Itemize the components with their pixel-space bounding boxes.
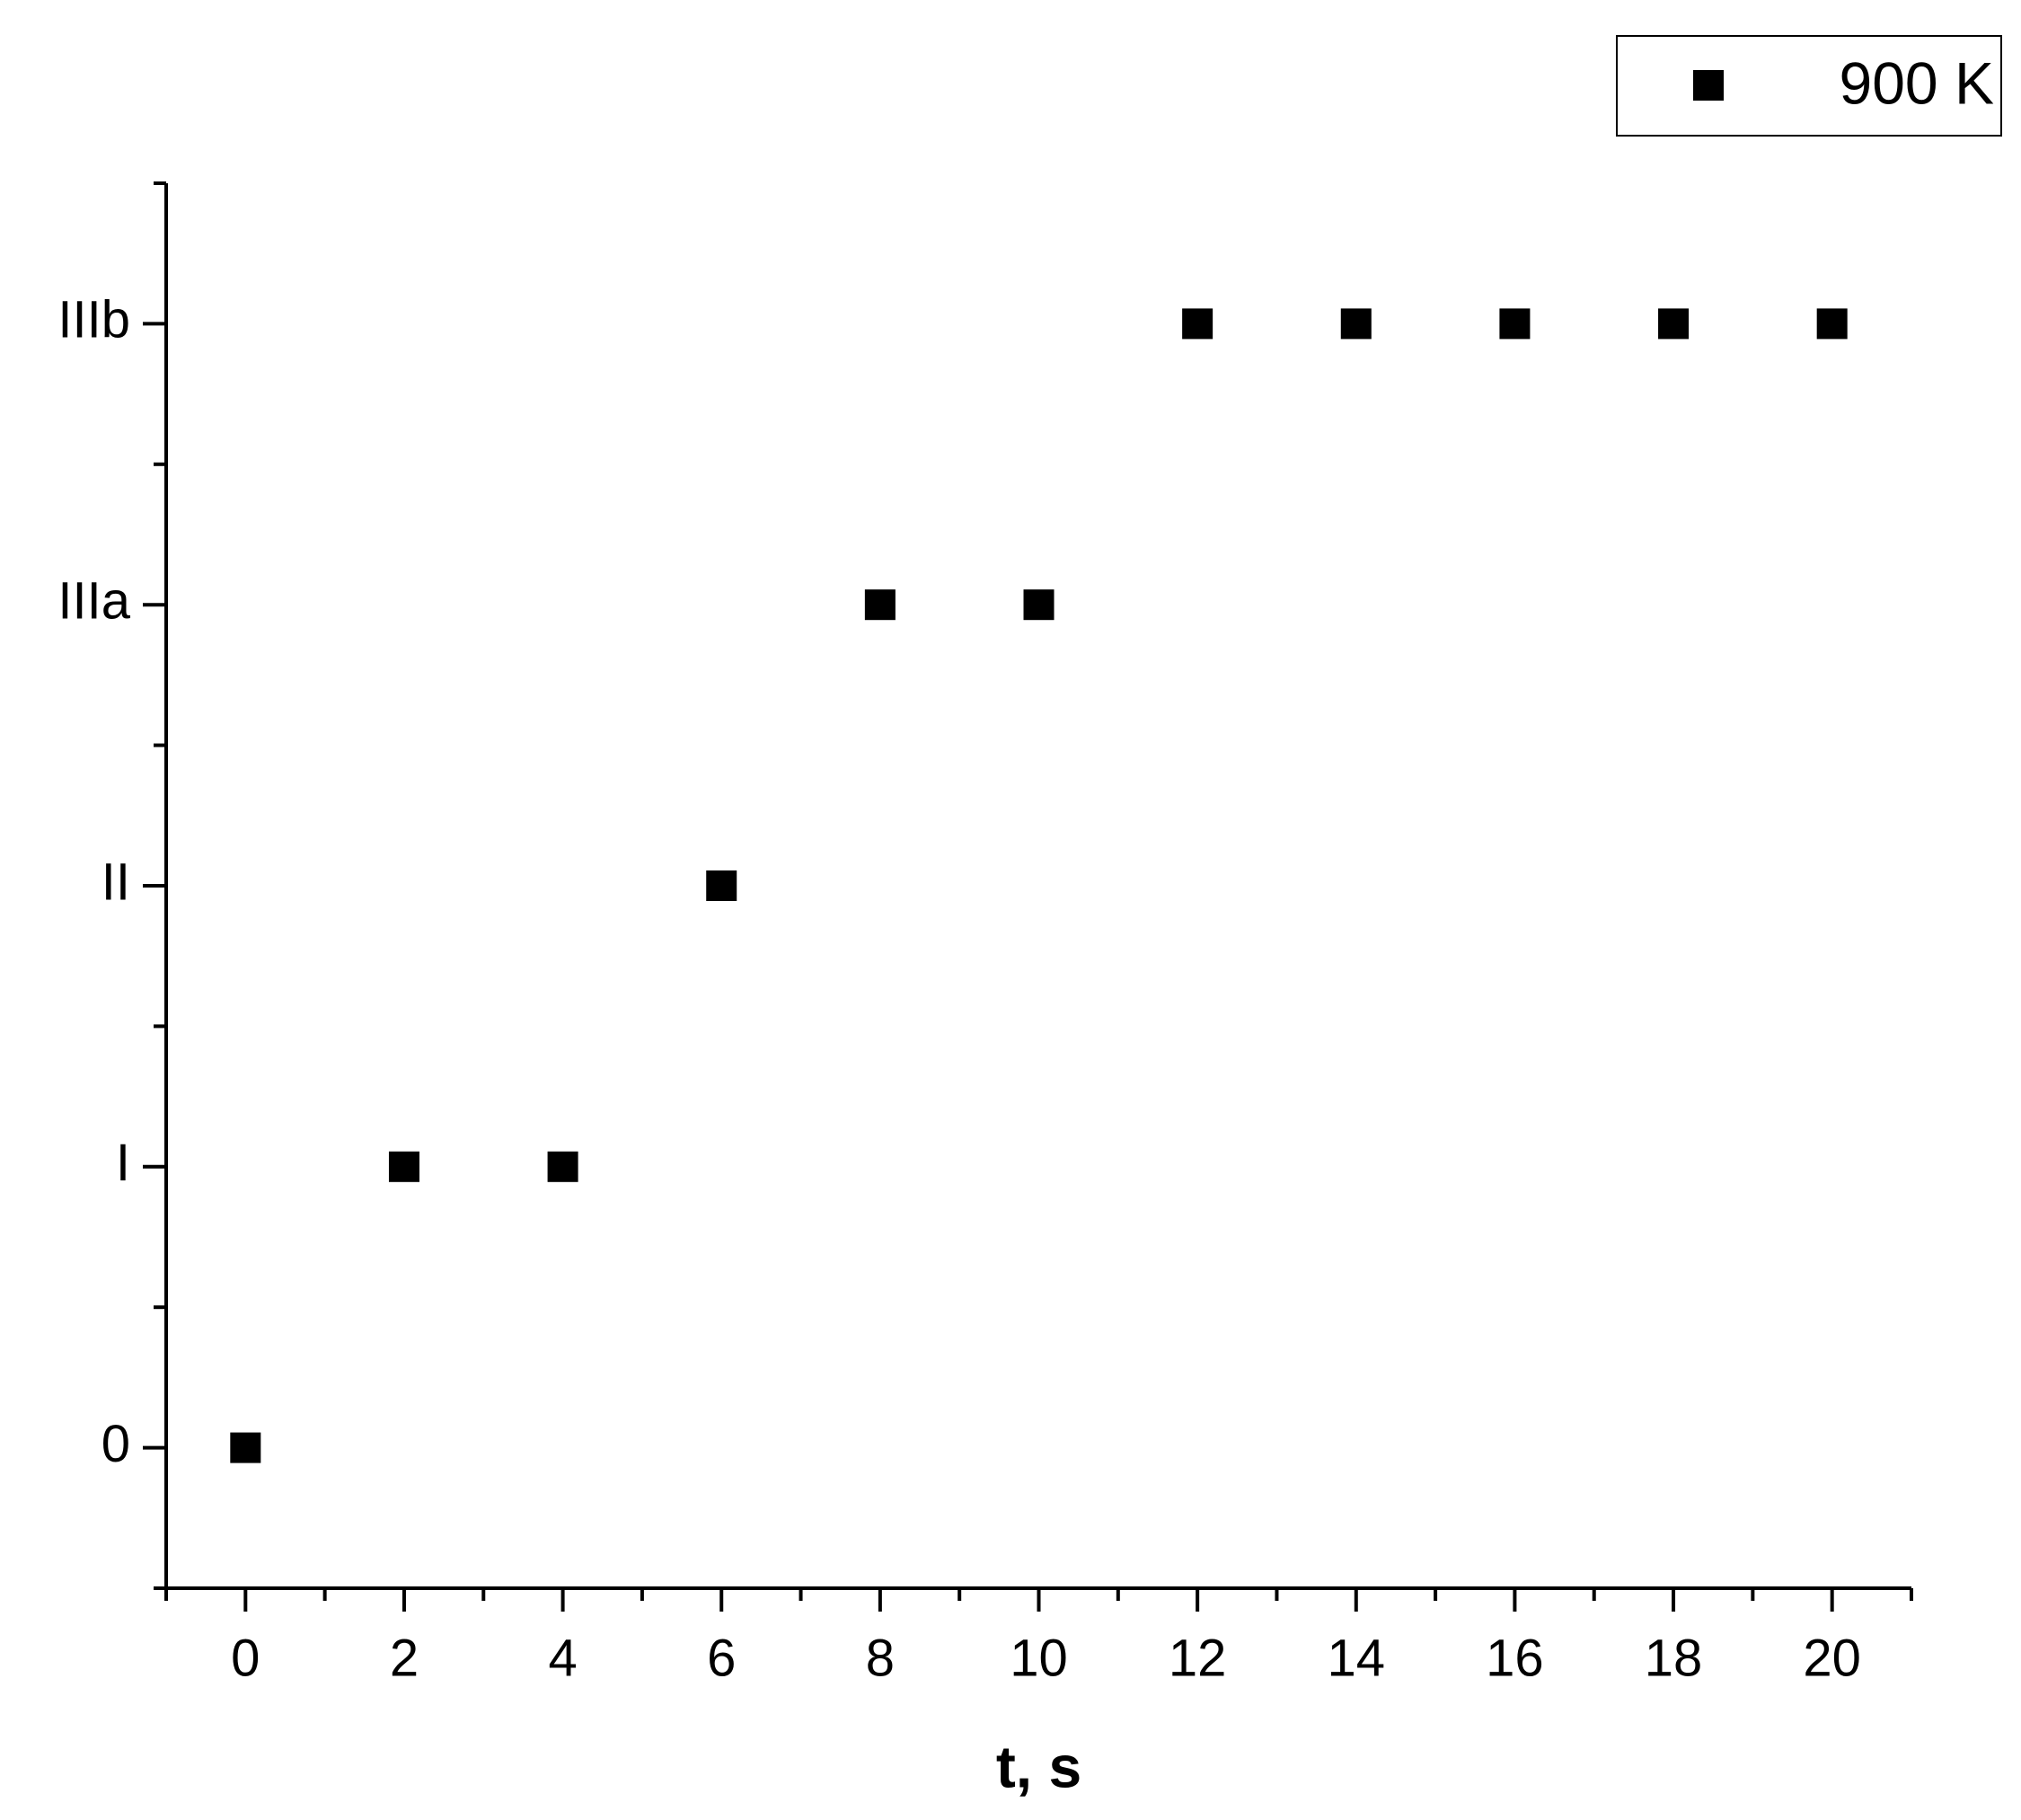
x-tick-label: 12 — [1169, 1629, 1227, 1687]
x-tick-label: 0 — [231, 1629, 260, 1687]
legend-label: 900 K — [1840, 49, 1994, 116]
point — [1499, 308, 1531, 340]
point — [1182, 308, 1213, 340]
y-tick-label: I — [116, 1134, 130, 1192]
y-tick-label: IIIb — [57, 291, 130, 349]
x-tick-label: 2 — [390, 1629, 419, 1687]
y-tick-label: II — [101, 853, 130, 911]
x-tick-label: 10 — [1010, 1629, 1068, 1687]
point — [1816, 308, 1848, 340]
legend-marker — [1693, 70, 1724, 101]
x-tick-label: 16 — [1486, 1629, 1544, 1687]
x-tick-label: 20 — [1803, 1629, 1861, 1687]
legend-box — [1616, 35, 2002, 137]
point — [388, 1151, 419, 1182]
y-tick-label: 0 — [101, 1415, 130, 1473]
x-tick-label: 6 — [707, 1629, 736, 1687]
point — [706, 870, 737, 901]
x-tick-label: 14 — [1328, 1629, 1386, 1687]
x-tick-label: 4 — [548, 1629, 577, 1687]
y-tick-label: IIIa — [57, 572, 130, 631]
x-axis-label: t, s — [996, 1733, 1081, 1799]
point — [230, 1432, 261, 1463]
x-tick-label: 8 — [866, 1629, 895, 1687]
point — [1658, 308, 1690, 340]
point — [1340, 308, 1372, 340]
point — [864, 589, 896, 621]
x-tick-label: 18 — [1645, 1629, 1703, 1687]
point — [1023, 589, 1055, 621]
point — [547, 1151, 578, 1182]
